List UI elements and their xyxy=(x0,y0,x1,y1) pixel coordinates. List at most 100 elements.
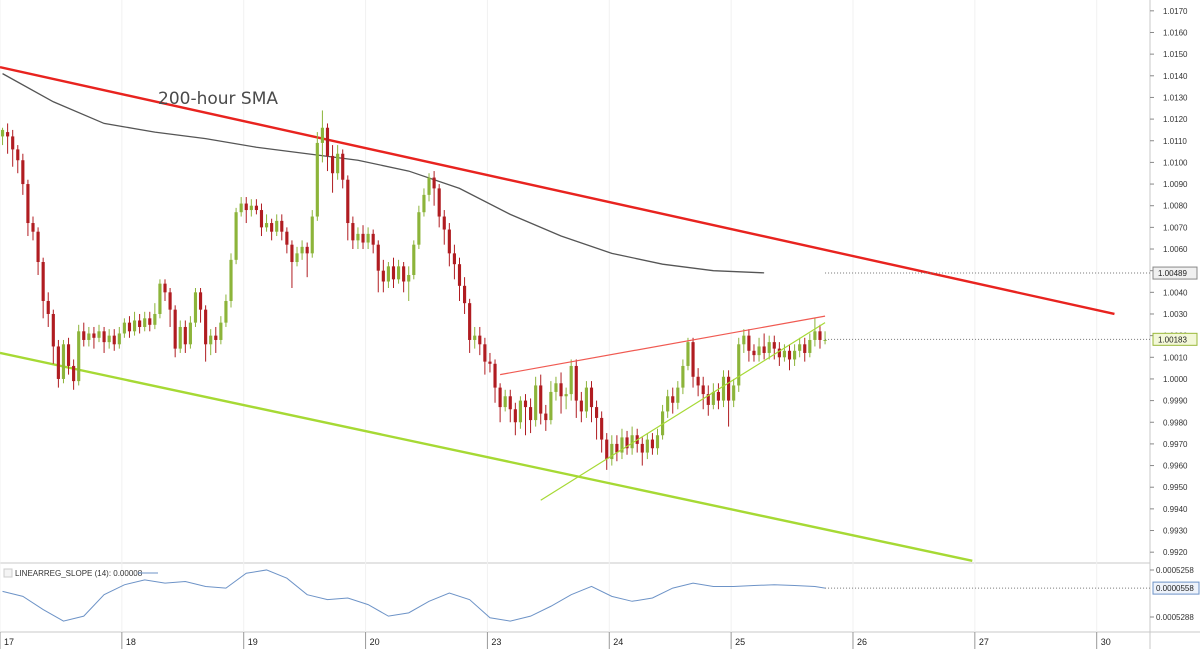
candle-body xyxy=(31,223,35,232)
candle xyxy=(341,149,345,189)
candle xyxy=(803,337,807,362)
candle-body xyxy=(813,331,817,340)
candle xyxy=(244,197,248,224)
candle xyxy=(620,428,624,460)
candle xyxy=(615,435,619,462)
candle-body xyxy=(417,212,421,245)
candle xyxy=(407,266,411,301)
price-tick-label: 1.0000 xyxy=(1163,375,1188,384)
price-tick-label: 1.0070 xyxy=(1163,223,1188,232)
candle xyxy=(681,359,685,395)
date-tick-label: 27 xyxy=(979,637,989,647)
candle xyxy=(290,240,294,288)
candle-body xyxy=(290,244,294,263)
candle-body xyxy=(625,437,629,449)
price-tick-label: 1.0120 xyxy=(1163,115,1188,124)
candle xyxy=(325,123,330,172)
candle xyxy=(787,344,792,371)
candle-body xyxy=(544,413,548,421)
candle xyxy=(117,326,121,349)
candle-body xyxy=(41,262,45,301)
price-tick-label: 1.0090 xyxy=(1163,180,1188,189)
indicator-settings-icon[interactable] xyxy=(3,568,13,578)
candle xyxy=(72,359,76,390)
candle-body xyxy=(727,376,731,401)
candle xyxy=(569,359,573,401)
candle xyxy=(742,329,746,353)
candle xyxy=(77,324,81,386)
lower-channel-trendline[interactable] xyxy=(0,351,973,563)
candle-body xyxy=(615,443,619,453)
candle-body xyxy=(808,339,812,353)
candle xyxy=(478,326,482,356)
candle-body xyxy=(752,350,756,356)
candle-body xyxy=(666,396,670,412)
candle-body xyxy=(82,331,86,340)
candle-body xyxy=(518,400,522,423)
candle xyxy=(483,337,487,375)
candle xyxy=(132,311,137,336)
candle-body xyxy=(183,326,187,345)
candle-body xyxy=(16,149,20,161)
candle xyxy=(148,311,152,332)
candle xyxy=(254,199,258,215)
close-price-tag: 1.00183 xyxy=(1152,332,1198,346)
indicator-value-box xyxy=(1152,581,1200,595)
candle xyxy=(721,370,726,408)
candle-body xyxy=(244,203,248,211)
candle-body xyxy=(295,253,299,263)
candle-body xyxy=(239,203,243,213)
candle-body xyxy=(132,320,137,332)
indicator-axis: 0.0005258 0.0005288 0.0000558 xyxy=(1150,566,1200,622)
indicator-line-group xyxy=(2,569,1150,622)
candle xyxy=(457,257,462,301)
upper-channel-trendline[interactable] xyxy=(0,65,1115,316)
candle xyxy=(249,199,253,217)
wedge-support-trendline[interactable] xyxy=(540,322,826,501)
candle xyxy=(305,242,309,278)
candle-body xyxy=(386,266,390,282)
price-tick-label: 0.9980 xyxy=(1163,418,1188,427)
candle-body xyxy=(671,396,675,403)
candle xyxy=(808,333,812,358)
candle-body xyxy=(36,231,40,263)
candle xyxy=(178,320,182,353)
candle-body xyxy=(351,223,355,241)
price-tick-label: 1.0030 xyxy=(1163,310,1188,319)
candle-body xyxy=(442,216,446,230)
candle xyxy=(183,320,187,353)
candle-body xyxy=(168,292,172,310)
indicator-tick-label: 0.0005288 xyxy=(1156,613,1194,622)
candle-body xyxy=(676,387,680,403)
candle xyxy=(229,253,233,308)
candle xyxy=(686,337,690,371)
candle xyxy=(518,396,522,429)
candle xyxy=(671,387,675,414)
candle-body xyxy=(310,216,314,254)
candle xyxy=(732,378,736,408)
candle xyxy=(534,376,538,427)
time-axis[interactable]: 17 18 19 20 23 24 25 26 27 30 xyxy=(0,632,1111,649)
candle-body xyxy=(539,385,543,414)
candle xyxy=(564,387,568,410)
channel-trendlines[interactable] xyxy=(0,65,1115,563)
candle xyxy=(468,298,472,353)
price-tick-label: 1.0140 xyxy=(1163,72,1188,81)
candlesticks xyxy=(0,110,827,470)
candle-body xyxy=(356,233,360,241)
candle xyxy=(330,145,335,193)
candle xyxy=(600,411,604,453)
wedge-resistance-trendline[interactable] xyxy=(500,315,826,376)
candle-body xyxy=(767,342,771,353)
indicator-line xyxy=(2,569,826,622)
candle-body xyxy=(818,331,822,340)
candle xyxy=(346,175,350,241)
candle xyxy=(153,303,157,330)
candle-body xyxy=(793,350,797,360)
wedge-trendlines[interactable] xyxy=(500,315,826,501)
date-tick-label: 19 xyxy=(248,637,258,647)
candle xyxy=(422,188,426,217)
candle xyxy=(595,400,599,440)
candle-body xyxy=(407,275,411,282)
